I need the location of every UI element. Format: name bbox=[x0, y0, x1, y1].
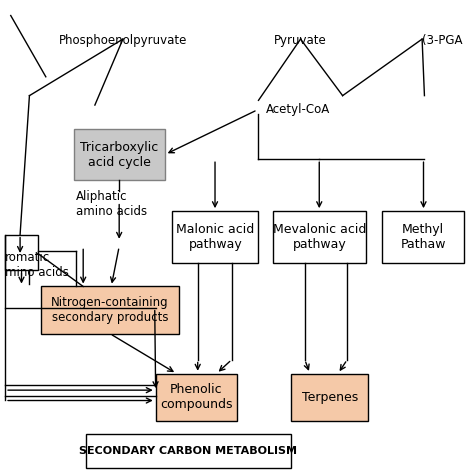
FancyBboxPatch shape bbox=[155, 374, 237, 421]
Text: romatic
mino acids: romatic mino acids bbox=[5, 251, 69, 279]
Text: Pyruvate: Pyruvate bbox=[274, 35, 327, 47]
Text: Tricarboxylic
acid cycle: Tricarboxylic acid cycle bbox=[80, 140, 158, 169]
FancyBboxPatch shape bbox=[172, 211, 258, 263]
FancyBboxPatch shape bbox=[5, 235, 38, 270]
FancyBboxPatch shape bbox=[273, 211, 366, 263]
FancyBboxPatch shape bbox=[291, 374, 368, 421]
Text: Acetyl-CoA: Acetyl-CoA bbox=[265, 103, 330, 116]
Text: Nitrogen-containing
secondary products: Nitrogen-containing secondary products bbox=[51, 296, 169, 324]
Text: Terpenes: Terpenes bbox=[301, 391, 358, 404]
Text: Malonic acid
pathway: Malonic acid pathway bbox=[176, 223, 255, 251]
Text: Phenolic
compounds: Phenolic compounds bbox=[160, 383, 233, 411]
Text: Mevalonic acid
pathway: Mevalonic acid pathway bbox=[273, 223, 366, 251]
FancyBboxPatch shape bbox=[41, 286, 179, 334]
Text: Methyl
Pathaw: Methyl Pathaw bbox=[401, 223, 446, 251]
FancyBboxPatch shape bbox=[74, 128, 165, 181]
Text: Phosphoenolpyruvate: Phosphoenolpyruvate bbox=[59, 35, 187, 47]
FancyBboxPatch shape bbox=[85, 434, 291, 468]
Text: Aliphatic
amino acids: Aliphatic amino acids bbox=[76, 190, 147, 218]
Text: (3-PGA: (3-PGA bbox=[422, 35, 463, 47]
FancyBboxPatch shape bbox=[383, 211, 464, 263]
Text: SECONDARY CARBON METABOLISM: SECONDARY CARBON METABOLISM bbox=[79, 446, 297, 456]
